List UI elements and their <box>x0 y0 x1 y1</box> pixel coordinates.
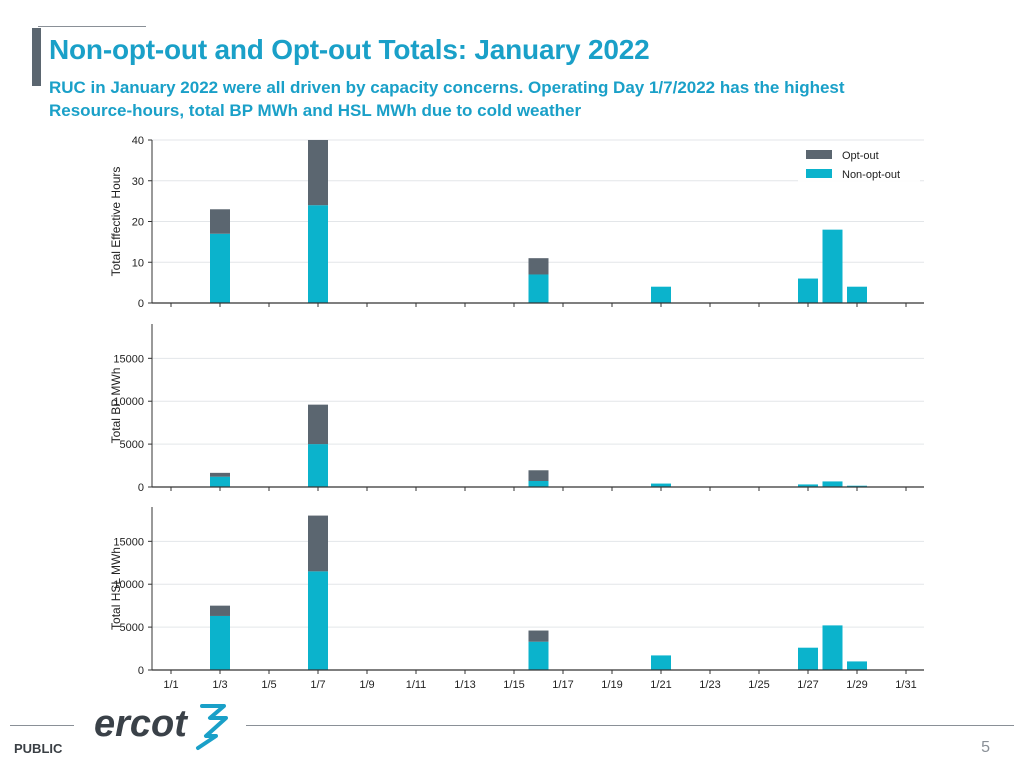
ercot-logo-text: ercot <box>94 703 188 745</box>
bar-non-opt-out <box>847 661 867 670</box>
bar-non-opt-out <box>308 444 328 487</box>
bar-opt-out <box>528 258 549 275</box>
bar-non-opt-out <box>822 481 843 487</box>
page-title: Non-opt-out and Opt-out Totals: January … <box>49 34 650 65</box>
y-tick-label: 15000 <box>113 536 144 548</box>
y-tick-label: 5000 <box>120 439 144 451</box>
bar-opt-out <box>210 605 230 616</box>
x-tick-label: 1/21 <box>650 679 671 691</box>
title-accent-bar <box>32 28 41 86</box>
y-tick-label: 5000 <box>120 622 144 634</box>
y-tick-label: 15000 <box>113 353 144 365</box>
x-tick-label: 1/13 <box>454 679 475 691</box>
bar-non-opt-out <box>822 625 843 670</box>
bar-non-opt-out <box>528 641 549 670</box>
footer-rule-left <box>10 725 74 726</box>
bar-non-opt-out <box>210 476 230 487</box>
legend-swatch <box>806 169 832 178</box>
y-tick-label: 10000 <box>113 579 144 591</box>
y-tick-label: 10000 <box>113 396 144 408</box>
y-tick-label: 20 <box>132 217 144 229</box>
footer-public-label: PUBLIC <box>14 741 63 756</box>
bar-non-opt-out <box>210 233 230 303</box>
bar-non-opt-out <box>528 274 549 303</box>
x-tick-label: 1/27 <box>797 679 818 691</box>
bar-non-opt-out <box>651 286 671 303</box>
bar-non-opt-out <box>651 483 671 487</box>
y-tick-label: 30 <box>132 176 144 188</box>
bar-non-opt-out <box>528 480 549 487</box>
y-tick-label: 10 <box>132 257 144 269</box>
bar-non-opt-out <box>822 229 843 303</box>
legend-swatch <box>806 150 832 159</box>
bar-opt-out <box>210 472 230 477</box>
bar-non-opt-out <box>651 655 671 670</box>
y-tick-label: 0 <box>138 482 144 494</box>
bar-non-opt-out <box>798 647 818 670</box>
legend-label: Non-opt-out <box>842 169 900 181</box>
bar-opt-out <box>528 630 549 642</box>
bar-opt-out <box>308 140 328 206</box>
bar-opt-out <box>308 404 328 445</box>
y-tick-label: 40 <box>132 135 144 147</box>
bar-non-opt-out <box>308 571 328 670</box>
x-tick-label: 1/9 <box>359 679 374 691</box>
x-tick-label: 1/3 <box>212 679 227 691</box>
x-tick-label: 1/23 <box>699 679 720 691</box>
x-tick-label: 1/11 <box>406 679 427 691</box>
bar-opt-out <box>210 209 230 234</box>
bar-non-opt-out <box>308 205 328 303</box>
x-tick-label: 1/31 <box>895 679 916 691</box>
x-tick-label: 1/29 <box>846 679 867 691</box>
ercot-logo-mark <box>196 704 228 750</box>
y-tick-label: 0 <box>138 665 144 677</box>
x-tick-label: 1/5 <box>261 679 276 691</box>
x-tick-label: 1/17 <box>552 679 573 691</box>
y-axis-label: Total Effective Hours <box>109 167 123 277</box>
bar-opt-out <box>528 470 549 481</box>
ercot-logo: ercot <box>94 703 228 750</box>
bar-non-opt-out <box>847 485 867 487</box>
y-axis-label: Total HSL MWh <box>109 547 123 630</box>
bar-non-opt-out <box>210 615 230 670</box>
x-tick-label: 1/25 <box>748 679 769 691</box>
bar-non-opt-out <box>798 278 818 303</box>
x-tick-label: 1/15 <box>503 679 524 691</box>
page-number: 5 <box>981 739 990 756</box>
x-tick-label: 1/19 <box>601 679 622 691</box>
x-tick-label: 1/7 <box>310 679 325 691</box>
y-axis-label: Total BP MWh <box>109 368 123 444</box>
page-subtitle: RUC in January 2022 were all driven by c… <box>49 78 845 120</box>
y-tick-label: 0 <box>138 298 144 310</box>
header-top-rule <box>38 26 146 27</box>
bar-non-opt-out <box>847 286 867 303</box>
x-tick-label: 1/1 <box>163 679 178 691</box>
bar-non-opt-out <box>798 484 818 487</box>
footer-rule-right <box>246 725 1014 726</box>
bar-opt-out <box>308 515 328 572</box>
legend-label: Opt-out <box>842 150 879 162</box>
